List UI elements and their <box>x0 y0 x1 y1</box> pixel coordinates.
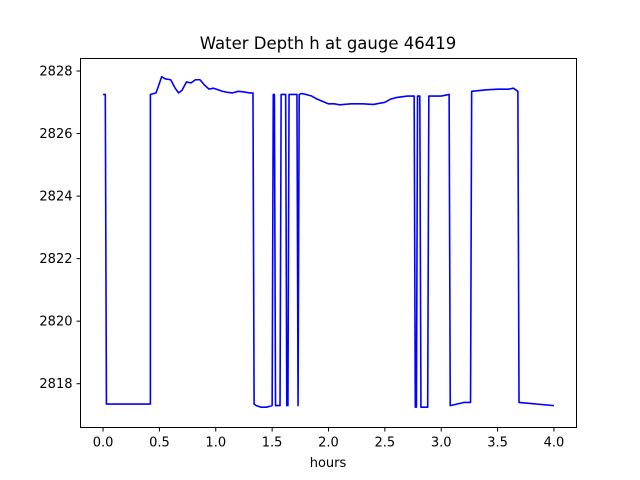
y-tick-label: 2824 <box>39 190 72 205</box>
x-tick-label: 0.5 <box>149 436 170 451</box>
x-tick-label: 2.5 <box>375 436 396 451</box>
series-layer <box>103 75 555 408</box>
x-tick-label: 1.5 <box>262 436 283 451</box>
chart-title: Water Depth h at gauge 46419 <box>200 34 456 53</box>
y-axis: 2818 2820 2822 2824 2826 2828 <box>39 65 81 392</box>
x-tick-label: 4.0 <box>544 436 565 451</box>
x-axis: 0.0 0.5 1.0 1.5 2.0 2.5 3.0 3.5 4.0 <box>93 427 565 451</box>
x-tick-label: 3.0 <box>431 436 452 451</box>
x-tick-label: 3.5 <box>487 436 508 451</box>
y-tick-label: 2820 <box>39 315 72 330</box>
x-axis-label: hours <box>310 456 347 471</box>
series-line <box>103 75 555 408</box>
x-tick-label: 2.0 <box>318 436 339 451</box>
x-tick-label: 1.0 <box>205 436 226 451</box>
y-tick-label: 2826 <box>39 127 72 142</box>
y-tick-label: 2828 <box>39 65 72 80</box>
y-tick-label: 2818 <box>39 377 72 392</box>
x-tick-label: 0.0 <box>93 436 114 451</box>
y-tick-label: 2822 <box>39 252 72 267</box>
